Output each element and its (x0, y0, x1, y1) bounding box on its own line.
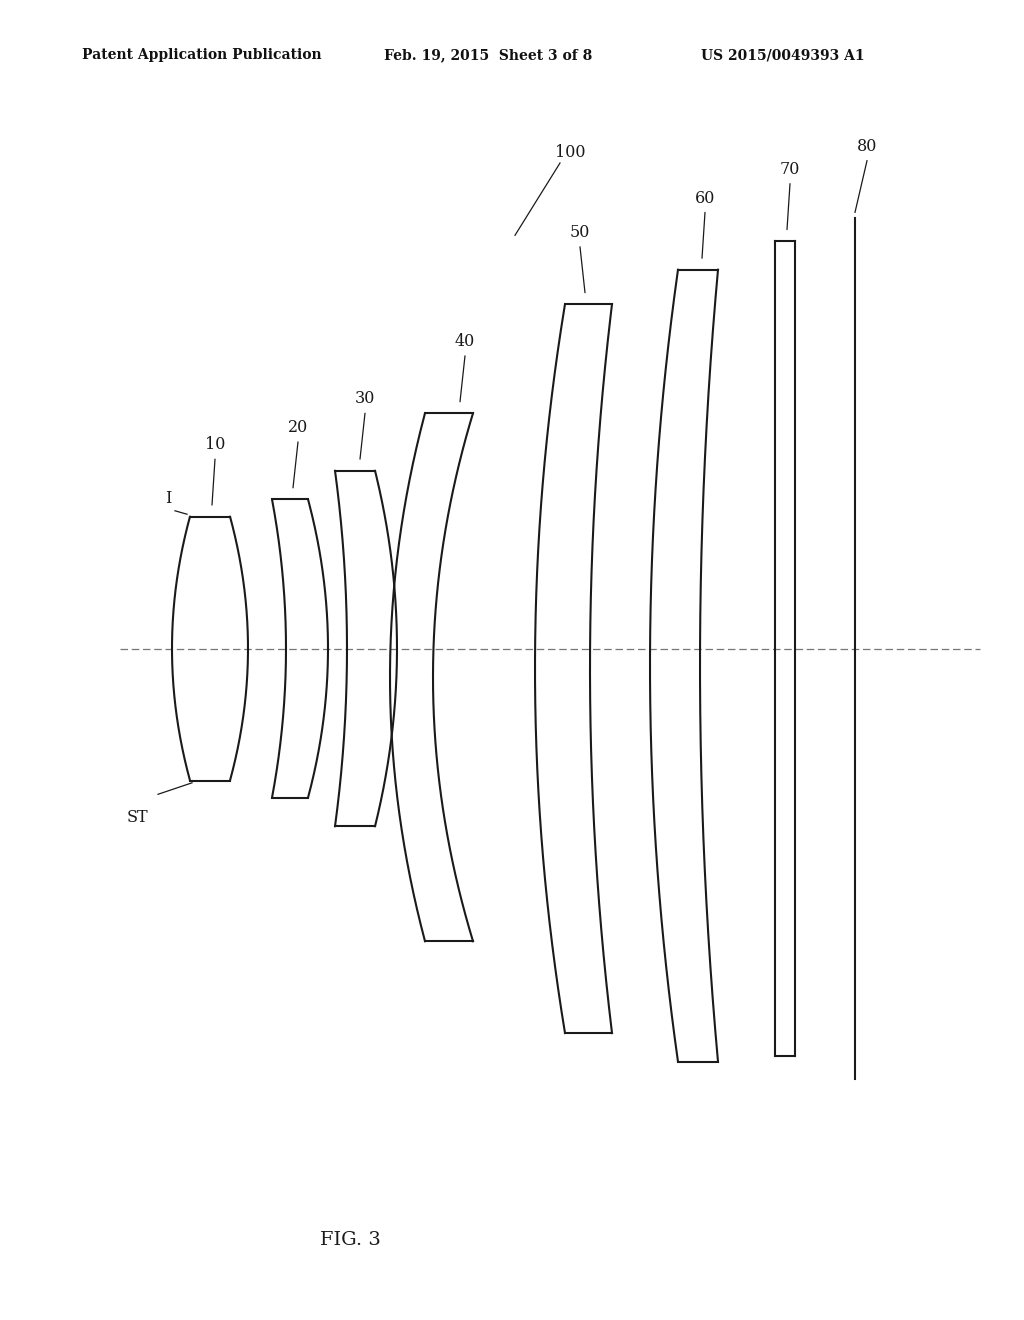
Text: 70: 70 (780, 161, 800, 178)
Text: 50: 50 (569, 224, 590, 242)
Text: 100: 100 (555, 144, 586, 161)
Text: 60: 60 (695, 190, 715, 207)
Text: 30: 30 (354, 391, 375, 408)
Text: FIG. 3: FIG. 3 (319, 1230, 381, 1249)
Text: Feb. 19, 2015  Sheet 3 of 8: Feb. 19, 2015 Sheet 3 of 8 (384, 49, 592, 62)
Text: 10: 10 (205, 437, 225, 453)
Text: 40: 40 (455, 333, 475, 350)
Text: I: I (165, 490, 171, 507)
Text: Patent Application Publication: Patent Application Publication (82, 49, 322, 62)
Text: ST: ST (126, 809, 148, 826)
Text: 80: 80 (857, 139, 878, 154)
Text: US 2015/0049393 A1: US 2015/0049393 A1 (701, 49, 865, 62)
Text: 20: 20 (288, 420, 308, 436)
